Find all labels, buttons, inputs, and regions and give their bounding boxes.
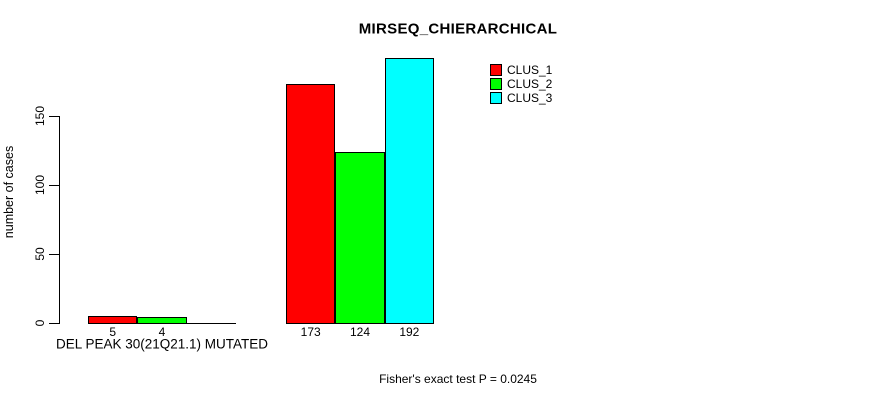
y-tick-label: 50 <box>33 247 47 261</box>
y-tick-mark <box>49 323 59 324</box>
y-tick-mark <box>49 116 59 117</box>
legend: CLUS_1 CLUS_2 CLUS_3 <box>490 63 552 105</box>
bar-value-label: 4 <box>158 325 166 339</box>
bar-clus_2-group-2 <box>335 151 385 324</box>
legend-item-clus_2: CLUS_2 <box>490 77 552 91</box>
fisher-test-annotation: Fisher's exact test P = 0.0245 <box>379 372 537 386</box>
bar-value-label: 173 <box>300 325 321 339</box>
y-tick-mark <box>49 254 59 255</box>
y-axis-label: number of cases <box>2 145 16 239</box>
legend-color-swatch <box>490 64 502 76</box>
legend-item-clus_3: CLUS_3 <box>490 91 552 105</box>
y-tick-label: 150 <box>33 105 47 127</box>
bar-clus_2-group-1 <box>137 317 187 324</box>
bar-clus_1-group-1 <box>88 316 138 324</box>
legend-color-swatch <box>490 92 502 104</box>
legend-label: CLUS_1 <box>507 63 553 77</box>
legend-label: CLUS_3 <box>507 91 553 105</box>
legend-color-swatch <box>490 78 502 90</box>
y-tick-label: 100 <box>33 174 47 196</box>
legend-item-clus_1: CLUS_1 <box>490 63 552 77</box>
bar-value-label: 5 <box>109 325 116 339</box>
bar-value-label: 124 <box>349 325 371 339</box>
legend-label: CLUS_2 <box>507 77 553 91</box>
bar-clus_3-group-2 <box>384 58 434 324</box>
chart-title: MIRSEQ_CHIERARCHICAL <box>358 20 558 38</box>
bar-value-label: 192 <box>399 325 420 339</box>
x-category-label: DEL PEAK 30(21Q21.1) MUTATED <box>55 336 269 352</box>
y-tick-label: 0 <box>33 319 47 327</box>
bar-clus_3-group-1 <box>186 323 236 324</box>
y-axis-line <box>59 116 60 324</box>
bar-clus_1-group-2 <box>286 84 336 324</box>
y-tick-mark <box>49 185 59 186</box>
